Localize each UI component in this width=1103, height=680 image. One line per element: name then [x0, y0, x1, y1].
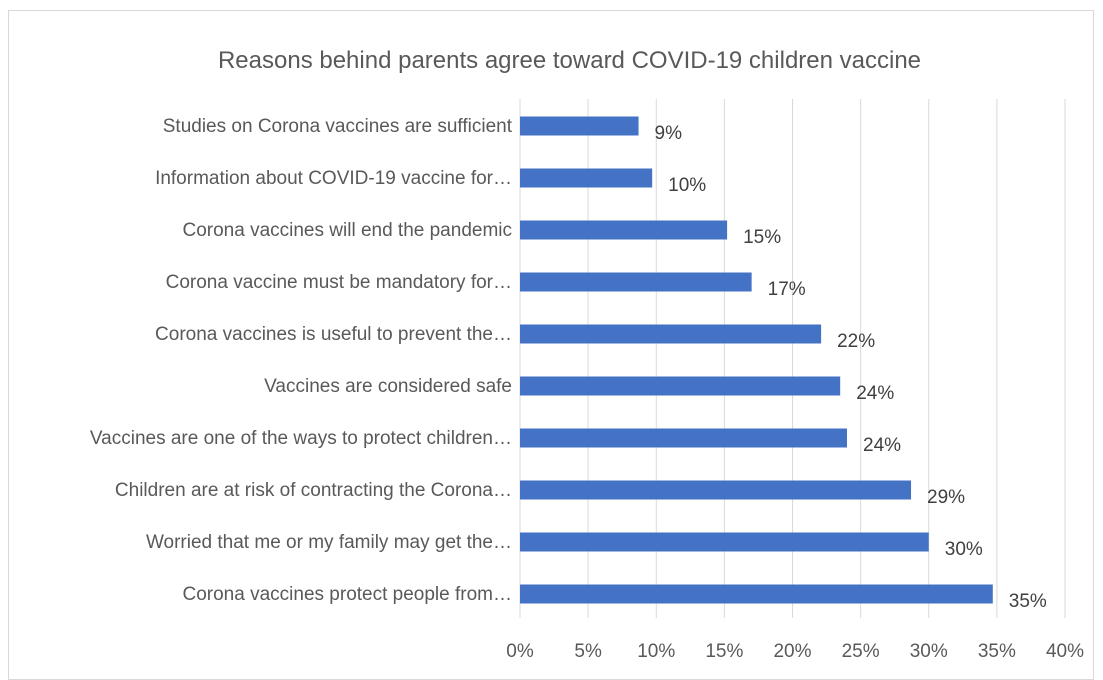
x-tick-label: 35% [978, 641, 1016, 662]
category-label: Corona vaccines is useful to prevent the… [155, 324, 512, 345]
bar [520, 584, 993, 604]
bar [520, 324, 822, 344]
category-label: Children are at risk of contracting the … [115, 480, 512, 501]
bar [520, 168, 653, 188]
data-label: 24% [856, 383, 894, 404]
x-tick-label: 30% [910, 641, 948, 662]
category-label: Information about COVID-19 vaccine for… [155, 168, 512, 189]
x-tick-label: 15% [705, 641, 743, 662]
category-label: Vaccines are one of the ways to protect … [90, 428, 512, 449]
category-label: Studies on Corona vaccines are sufficien… [163, 116, 513, 137]
x-tick-label: 0% [506, 641, 534, 662]
category-label: Worried that me or my family may get the… [146, 532, 512, 553]
x-tick-label: 40% [1046, 641, 1084, 662]
data-label: 9% [655, 123, 683, 144]
x-tick-label: 10% [637, 641, 675, 662]
bar [520, 376, 841, 396]
bar [520, 480, 912, 500]
category-label: Corona vaccines will end the pandemic [182, 220, 512, 241]
bar [520, 532, 929, 552]
data-label: 15% [743, 227, 781, 248]
data-label: 29% [927, 487, 965, 508]
bar [520, 116, 639, 136]
data-label: 35% [1009, 591, 1047, 612]
data-label: 24% [863, 435, 901, 456]
data-label: 22% [837, 331, 875, 352]
data-label: 17% [768, 279, 806, 300]
x-tick-label: 5% [574, 641, 602, 662]
data-label: 10% [668, 175, 706, 196]
category-label: Corona vaccine must be mandatory for… [166, 272, 512, 293]
x-tick-label: 25% [842, 641, 880, 662]
chart-title: Reasons behind parents agree toward COVI… [217, 47, 922, 74]
category-label: Corona vaccines protect people from… [183, 584, 513, 605]
bar [520, 220, 728, 240]
x-tick-label: 20% [773, 641, 811, 662]
data-label: 30% [945, 539, 983, 560]
bar [520, 428, 847, 448]
bar [520, 272, 752, 292]
category-label: Vaccines are considered safe [264, 376, 512, 397]
